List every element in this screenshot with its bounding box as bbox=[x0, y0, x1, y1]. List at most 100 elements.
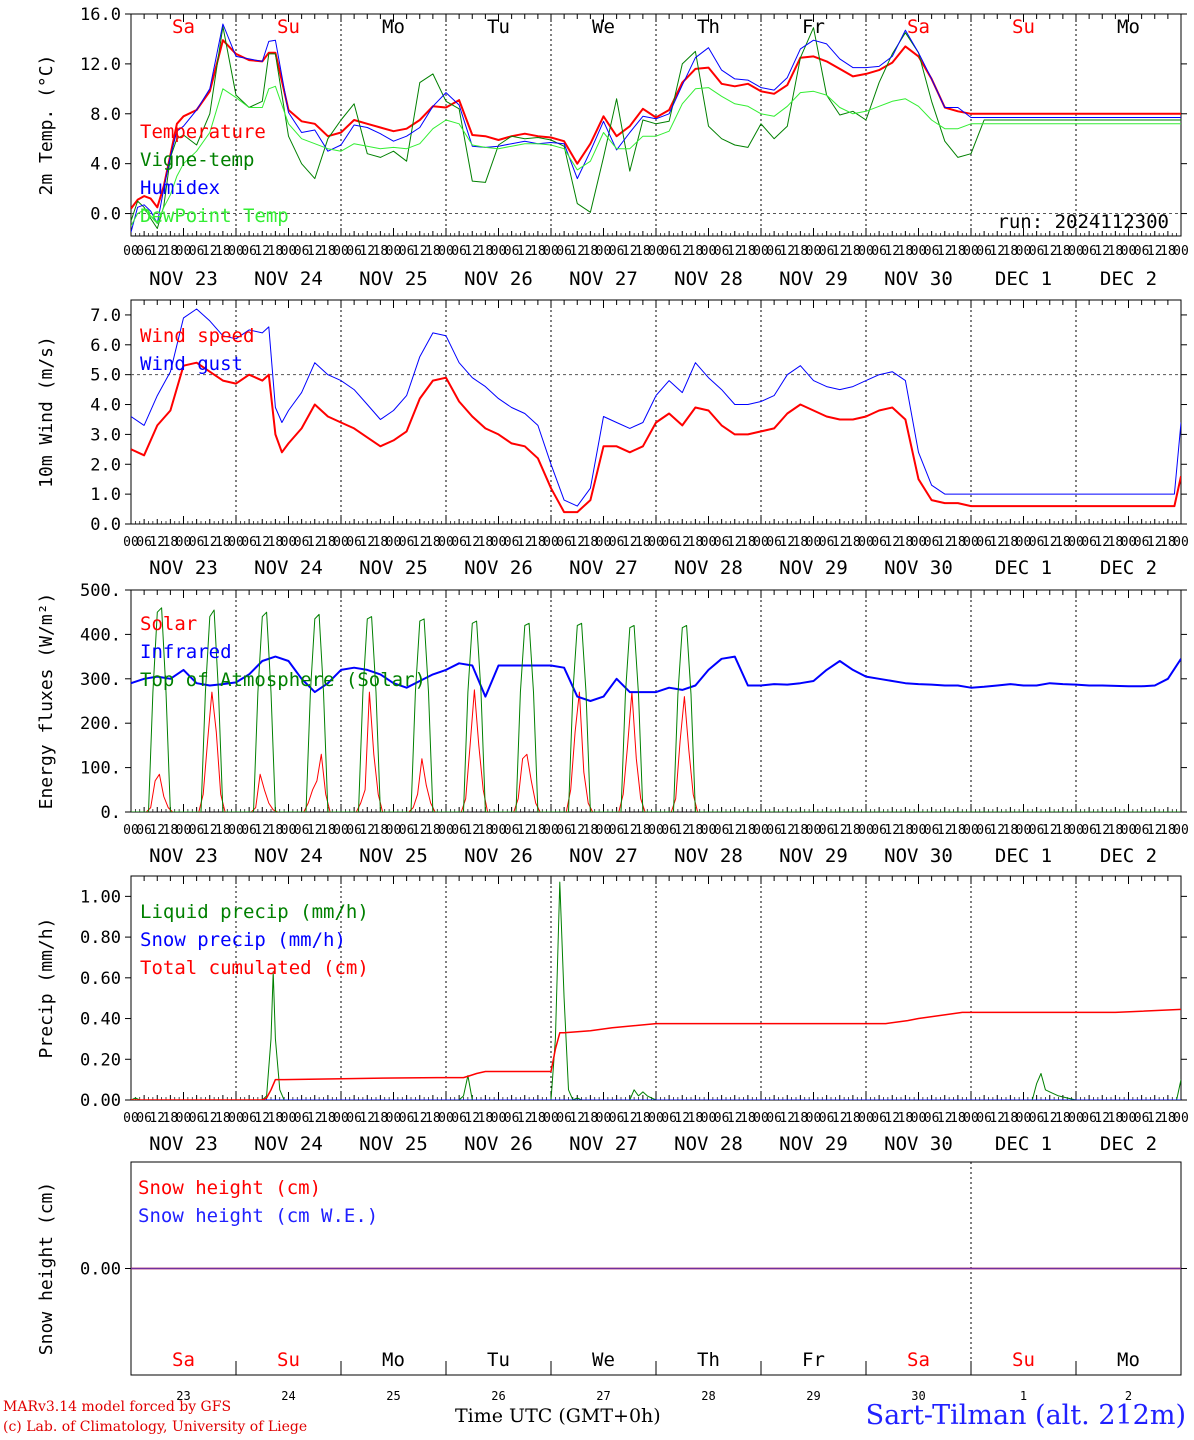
hour-tick-label: 00 bbox=[596, 535, 612, 550]
hour-tick-label: 00 bbox=[438, 535, 454, 550]
hour-tick-label: 06 bbox=[241, 535, 257, 550]
legend-entry: Liquid precip (mm/h) bbox=[140, 901, 369, 923]
hour-tick-label: 18 bbox=[1160, 535, 1176, 550]
hour-tick-label: 06 bbox=[819, 823, 835, 838]
hour-tick-label: 06 bbox=[1134, 1111, 1150, 1126]
hour-tick-label: 00 bbox=[176, 244, 192, 259]
hour-tick-label: 06 bbox=[819, 535, 835, 550]
weekday-label: Sa bbox=[172, 16, 195, 38]
series-line-liquid-precip-mm-h bbox=[131, 881, 1181, 1100]
hour-tick-label: 12 bbox=[1094, 244, 1110, 259]
hour-tick-label: 12 bbox=[832, 1111, 848, 1126]
hour-tick-label: 00 bbox=[1068, 1111, 1084, 1126]
weekday-label: Th bbox=[697, 1349, 720, 1371]
hour-tick-label: 18 bbox=[1055, 244, 1071, 259]
y-tick-label: 3.0 bbox=[90, 425, 121, 445]
hour-tick-label: 12 bbox=[622, 244, 638, 259]
hour-tick-label: 00 bbox=[1173, 1111, 1189, 1126]
hour-tick-label: 00 bbox=[333, 1111, 349, 1126]
legend-entry: DewPoint Temp bbox=[140, 205, 289, 227]
run-annotation: run: 2024112300 bbox=[997, 211, 1169, 233]
hour-tick-label: 12 bbox=[884, 823, 900, 838]
hour-tick-label: 12 bbox=[937, 535, 953, 550]
hour-tick-label: 12 bbox=[412, 535, 428, 550]
date-label: NOV 23 bbox=[149, 557, 218, 579]
hour-tick-label: 06 bbox=[924, 535, 940, 550]
legend-entry: Snow precip (mm/h) bbox=[140, 929, 346, 951]
hour-tick-label: 18 bbox=[793, 535, 809, 550]
y-axis-title: Snow height (cm) bbox=[36, 1182, 57, 1355]
legend-entry: Vigne-temp bbox=[140, 149, 254, 171]
date-label: NOV 30 bbox=[884, 268, 953, 290]
hour-tick-label: 12 bbox=[727, 535, 743, 550]
weekday-label: Mo bbox=[382, 1349, 405, 1371]
hour-tick-label: 12 bbox=[569, 535, 585, 550]
date-label: DEC 1 bbox=[995, 557, 1052, 579]
y-axis-title: 10m Wind (m/s) bbox=[36, 336, 57, 488]
hour-tick-label: 00 bbox=[648, 823, 664, 838]
hour-tick-label: 06 bbox=[1134, 244, 1150, 259]
hour-tick-label: 18 bbox=[898, 244, 914, 259]
date-label: DEC 1 bbox=[995, 1133, 1052, 1155]
date-label: NOV 28 bbox=[674, 557, 743, 579]
hour-tick-label: 06 bbox=[609, 1111, 625, 1126]
hour-tick-label: 00 bbox=[911, 1111, 927, 1126]
hour-tick-label: 06 bbox=[241, 1111, 257, 1126]
weekday-label: Su bbox=[277, 1349, 300, 1371]
series-line-dewpoint-temp bbox=[131, 85, 1181, 227]
hour-tick-label: 06 bbox=[714, 823, 730, 838]
hour-tick-label: 06 bbox=[451, 535, 467, 550]
hour-tick-label: 18 bbox=[635, 823, 651, 838]
hour-tick-label: 18 bbox=[845, 244, 861, 259]
weekday-label: Mo bbox=[1117, 1349, 1140, 1371]
hour-tick-label: 06 bbox=[189, 244, 205, 259]
weekday-label: Sa bbox=[907, 1349, 930, 1371]
hour-tick-label: 00 bbox=[1121, 823, 1137, 838]
day-number-label: 26 bbox=[491, 1389, 505, 1403]
hour-tick-label: 18 bbox=[215, 823, 231, 838]
hour-tick-label: 18 bbox=[635, 244, 651, 259]
y-tick-label: 500. bbox=[80, 581, 121, 601]
hour-tick-label: 18 bbox=[268, 1111, 284, 1126]
legend-entry: Total cumulated (cm) bbox=[140, 957, 369, 979]
hour-tick-label: 12 bbox=[1042, 244, 1058, 259]
date-label: DEC 2 bbox=[1100, 557, 1157, 579]
series-line-wind-speed bbox=[131, 361, 1181, 514]
hour-tick-label: 12 bbox=[727, 1111, 743, 1126]
series-line-top-of-atmosphere-solar bbox=[131, 607, 1181, 812]
hour-tick-label: 00 bbox=[1016, 823, 1032, 838]
hour-tick-label: 12 bbox=[517, 535, 533, 550]
y-tick-label: 200. bbox=[80, 714, 121, 734]
hour-tick-label: 06 bbox=[1081, 535, 1097, 550]
hour-tick-label: 18 bbox=[898, 535, 914, 550]
hour-tick-label: 06 bbox=[399, 823, 415, 838]
hour-tick-label: 06 bbox=[556, 1111, 572, 1126]
date-label: DEC 1 bbox=[995, 845, 1052, 867]
hour-tick-label: 18 bbox=[425, 823, 441, 838]
hour-tick-label: 12 bbox=[569, 244, 585, 259]
hour-tick-label: 00 bbox=[911, 823, 927, 838]
hour-tick-label: 00 bbox=[123, 823, 139, 838]
hour-tick-label: 12 bbox=[202, 823, 218, 838]
hour-tick-label: 18 bbox=[635, 535, 651, 550]
legend-entry: Top of Atmosphere (Solar) bbox=[140, 669, 426, 691]
hour-tick-label: 00 bbox=[1121, 535, 1137, 550]
hour-tick-label: 00 bbox=[228, 244, 244, 259]
weekday-label: Su bbox=[277, 16, 300, 38]
hour-tick-label: 06 bbox=[924, 823, 940, 838]
hour-tick-label: 18 bbox=[1160, 823, 1176, 838]
hour-tick-label: 12 bbox=[832, 244, 848, 259]
hour-tick-label: 06 bbox=[189, 1111, 205, 1126]
hour-tick-label: 12 bbox=[202, 1111, 218, 1126]
weekday-label: Sa bbox=[907, 16, 930, 38]
hour-tick-label: 18 bbox=[1003, 244, 1019, 259]
hour-tick-label: 12 bbox=[1094, 535, 1110, 550]
hour-tick-label: 18 bbox=[1003, 823, 1019, 838]
hour-tick-label: 12 bbox=[622, 535, 638, 550]
hour-tick-label: 00 bbox=[176, 823, 192, 838]
hour-tick-label: 00 bbox=[543, 823, 559, 838]
y-tick-label: 0.20 bbox=[80, 1050, 121, 1070]
date-label: DEC 2 bbox=[1100, 268, 1157, 290]
hour-tick-label: 06 bbox=[819, 1111, 835, 1126]
hour-tick-label: 12 bbox=[307, 244, 323, 259]
